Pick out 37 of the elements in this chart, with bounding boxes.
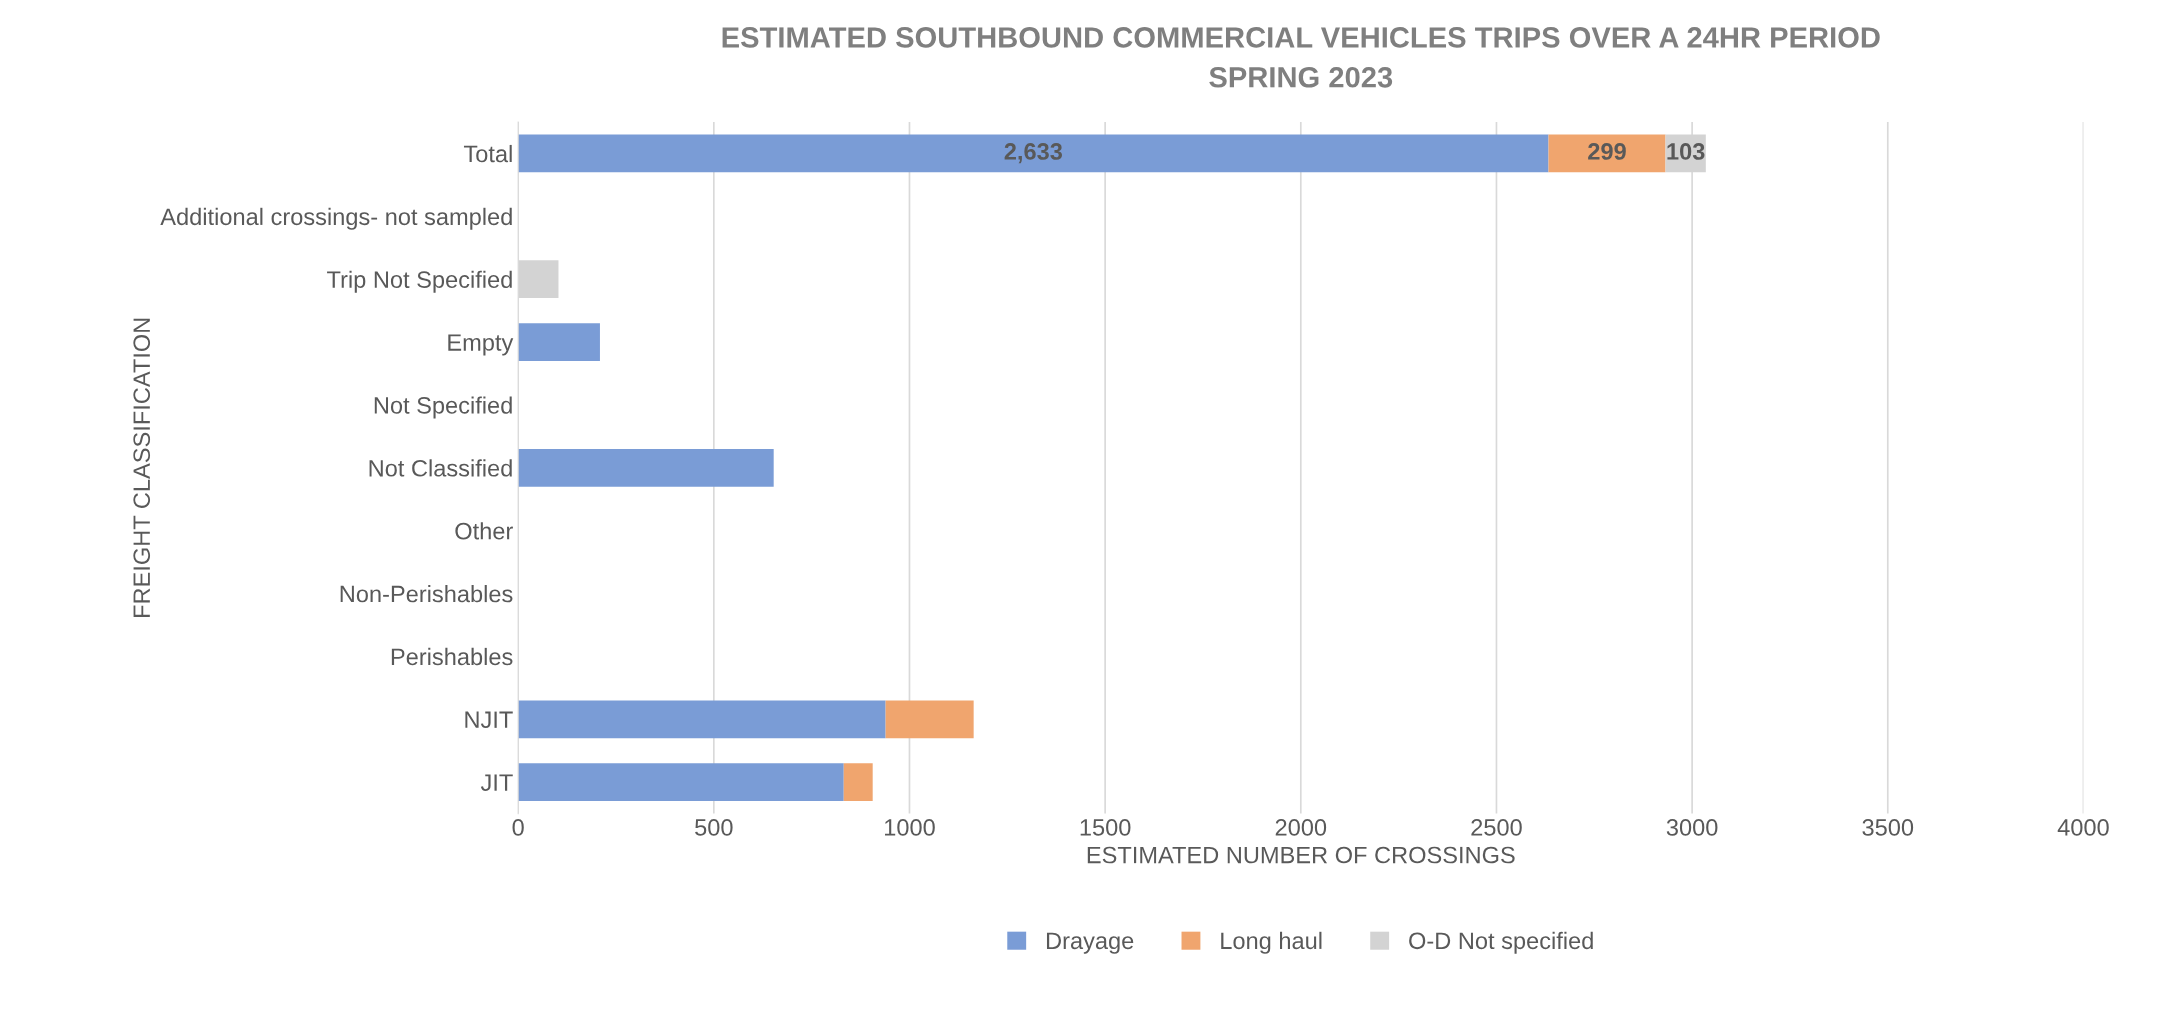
y-tick-label: Empty bbox=[448, 334, 514, 356]
y-tick-label: Trip Not Specified bbox=[327, 270, 512, 293]
bar bbox=[518, 700, 886, 739]
y-tick-label: JIT bbox=[480, 774, 513, 791]
data-label: 2,633 bbox=[1004, 143, 1063, 164]
legend-label: O-D Not specified bbox=[1409, 931, 1593, 954]
x-tick-label: 3500 bbox=[1862, 819, 1914, 836]
legend-label: Drayage bbox=[1046, 932, 1134, 954]
bar bbox=[843, 763, 873, 802]
bar bbox=[1548, 134, 1666, 173]
chart-title: ESTIMATED SOUTHBOUND COMMERCIAL VEHICLES TRIPS OVER A 24HR PERIOD SPRING 2023 bbox=[722, 27, 1880, 88]
y-tick-label: NJIT bbox=[465, 711, 513, 729]
x-tick-label: 2500 bbox=[1471, 819, 1522, 836]
bar bbox=[518, 134, 1549, 173]
x-tick-label: 500 bbox=[695, 819, 733, 836]
y-tick-label: Total bbox=[463, 144, 512, 163]
bar bbox=[518, 763, 844, 802]
bar bbox=[518, 323, 600, 361]
y-tick-label: Perishables bbox=[391, 647, 513, 666]
y-axis-title: FREIGHT CLASSIFICATION bbox=[133, 318, 151, 617]
bar bbox=[885, 700, 974, 739]
data-label: 103 bbox=[1667, 143, 1705, 160]
y-tick-label: Other bbox=[455, 522, 513, 540]
legend-label: Long haul bbox=[1221, 931, 1322, 954]
data-label: 299 bbox=[1588, 143, 1626, 160]
y-tick-label: Not Specified bbox=[374, 396, 512, 419]
x-tick-label: 3000 bbox=[1666, 819, 1718, 836]
bar bbox=[518, 448, 774, 487]
x-tick-label: 2000 bbox=[1275, 819, 1327, 836]
x-axis-title: ESTIMATED NUMBER OF CROSSINGS bbox=[1087, 846, 1515, 864]
x-tick-label: 4000 bbox=[2057, 819, 2109, 836]
x-tick-label: 1500 bbox=[1080, 819, 1131, 836]
y-tick-label: Additional crossings- not sampled bbox=[160, 207, 512, 230]
x-tick-label: 1000 bbox=[885, 819, 935, 836]
y-tick-label: Non-Perishables bbox=[340, 585, 513, 603]
x-tick-label: 0 bbox=[512, 819, 524, 836]
y-tick-label: Not Classified bbox=[369, 459, 512, 477]
